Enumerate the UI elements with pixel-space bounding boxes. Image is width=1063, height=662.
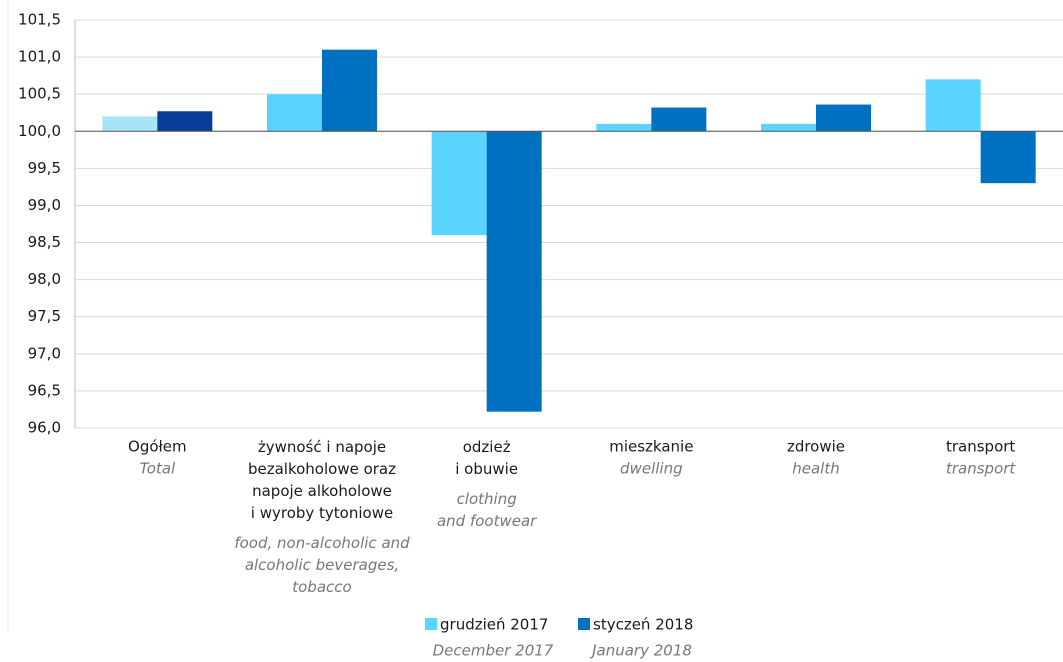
bar — [980, 131, 1036, 184]
y-tick-label: 100,0 — [18, 122, 61, 140]
bar — [431, 131, 487, 236]
bar — [322, 49, 377, 132]
y-tick-label: 98,0 — [28, 270, 61, 288]
x-tick-label-en: health — [792, 460, 839, 478]
y-tick-label: 101,0 — [18, 48, 61, 66]
bar — [761, 123, 816, 132]
bar — [102, 116, 158, 132]
x-tick-label: odzież i obuwie — [455, 438, 518, 478]
y-tick-label: 99,0 — [28, 196, 61, 214]
bar — [925, 79, 981, 132]
y-tick-label: 101,5 — [18, 11, 61, 29]
legend-swatch — [578, 618, 590, 630]
legend-label: grudzień 2017 — [440, 616, 548, 634]
bar — [651, 107, 707, 132]
bar — [267, 94, 322, 132]
y-tick-label: 96,5 — [28, 381, 61, 399]
x-tick-label: żywność i napoje bezalkoholowe oraz napoje… — [248, 438, 396, 522]
bar — [816, 104, 871, 132]
y-tick-label: 100,5 — [18, 85, 61, 103]
x-tick-label-en: food, non-alcoholic and alcoholic beverag… — [234, 534, 410, 596]
legend-label-en: December 2017 — [433, 642, 554, 660]
x-tick-label-en: dwelling — [620, 460, 683, 478]
bar — [486, 131, 542, 412]
legend-label: styczeń 2018 — [593, 616, 693, 634]
x-tick-label: zdrowie — [787, 438, 845, 456]
x-tick-label: transport — [946, 438, 1015, 456]
y-tick-label: 96,0 — [28, 419, 61, 437]
x-tick-label-en: transport — [946, 460, 1016, 478]
y-tick-label: 97,0 — [28, 344, 61, 362]
x-tick-label-en: clothing and footwear — [437, 490, 537, 530]
bar — [157, 111, 213, 132]
legend-swatch — [425, 618, 437, 630]
y-tick-label: 99,5 — [28, 159, 61, 177]
x-tick-label: Ogółem — [128, 438, 187, 456]
bar — [596, 123, 652, 132]
legend-label-en: January 2018 — [589, 642, 692, 660]
y-tick-label: 97,5 — [28, 307, 61, 325]
y-tick-label: 98,5 — [28, 233, 61, 251]
x-tick-label: mieszkanie — [609, 438, 693, 456]
x-tick-label-en: Total — [139, 460, 176, 478]
